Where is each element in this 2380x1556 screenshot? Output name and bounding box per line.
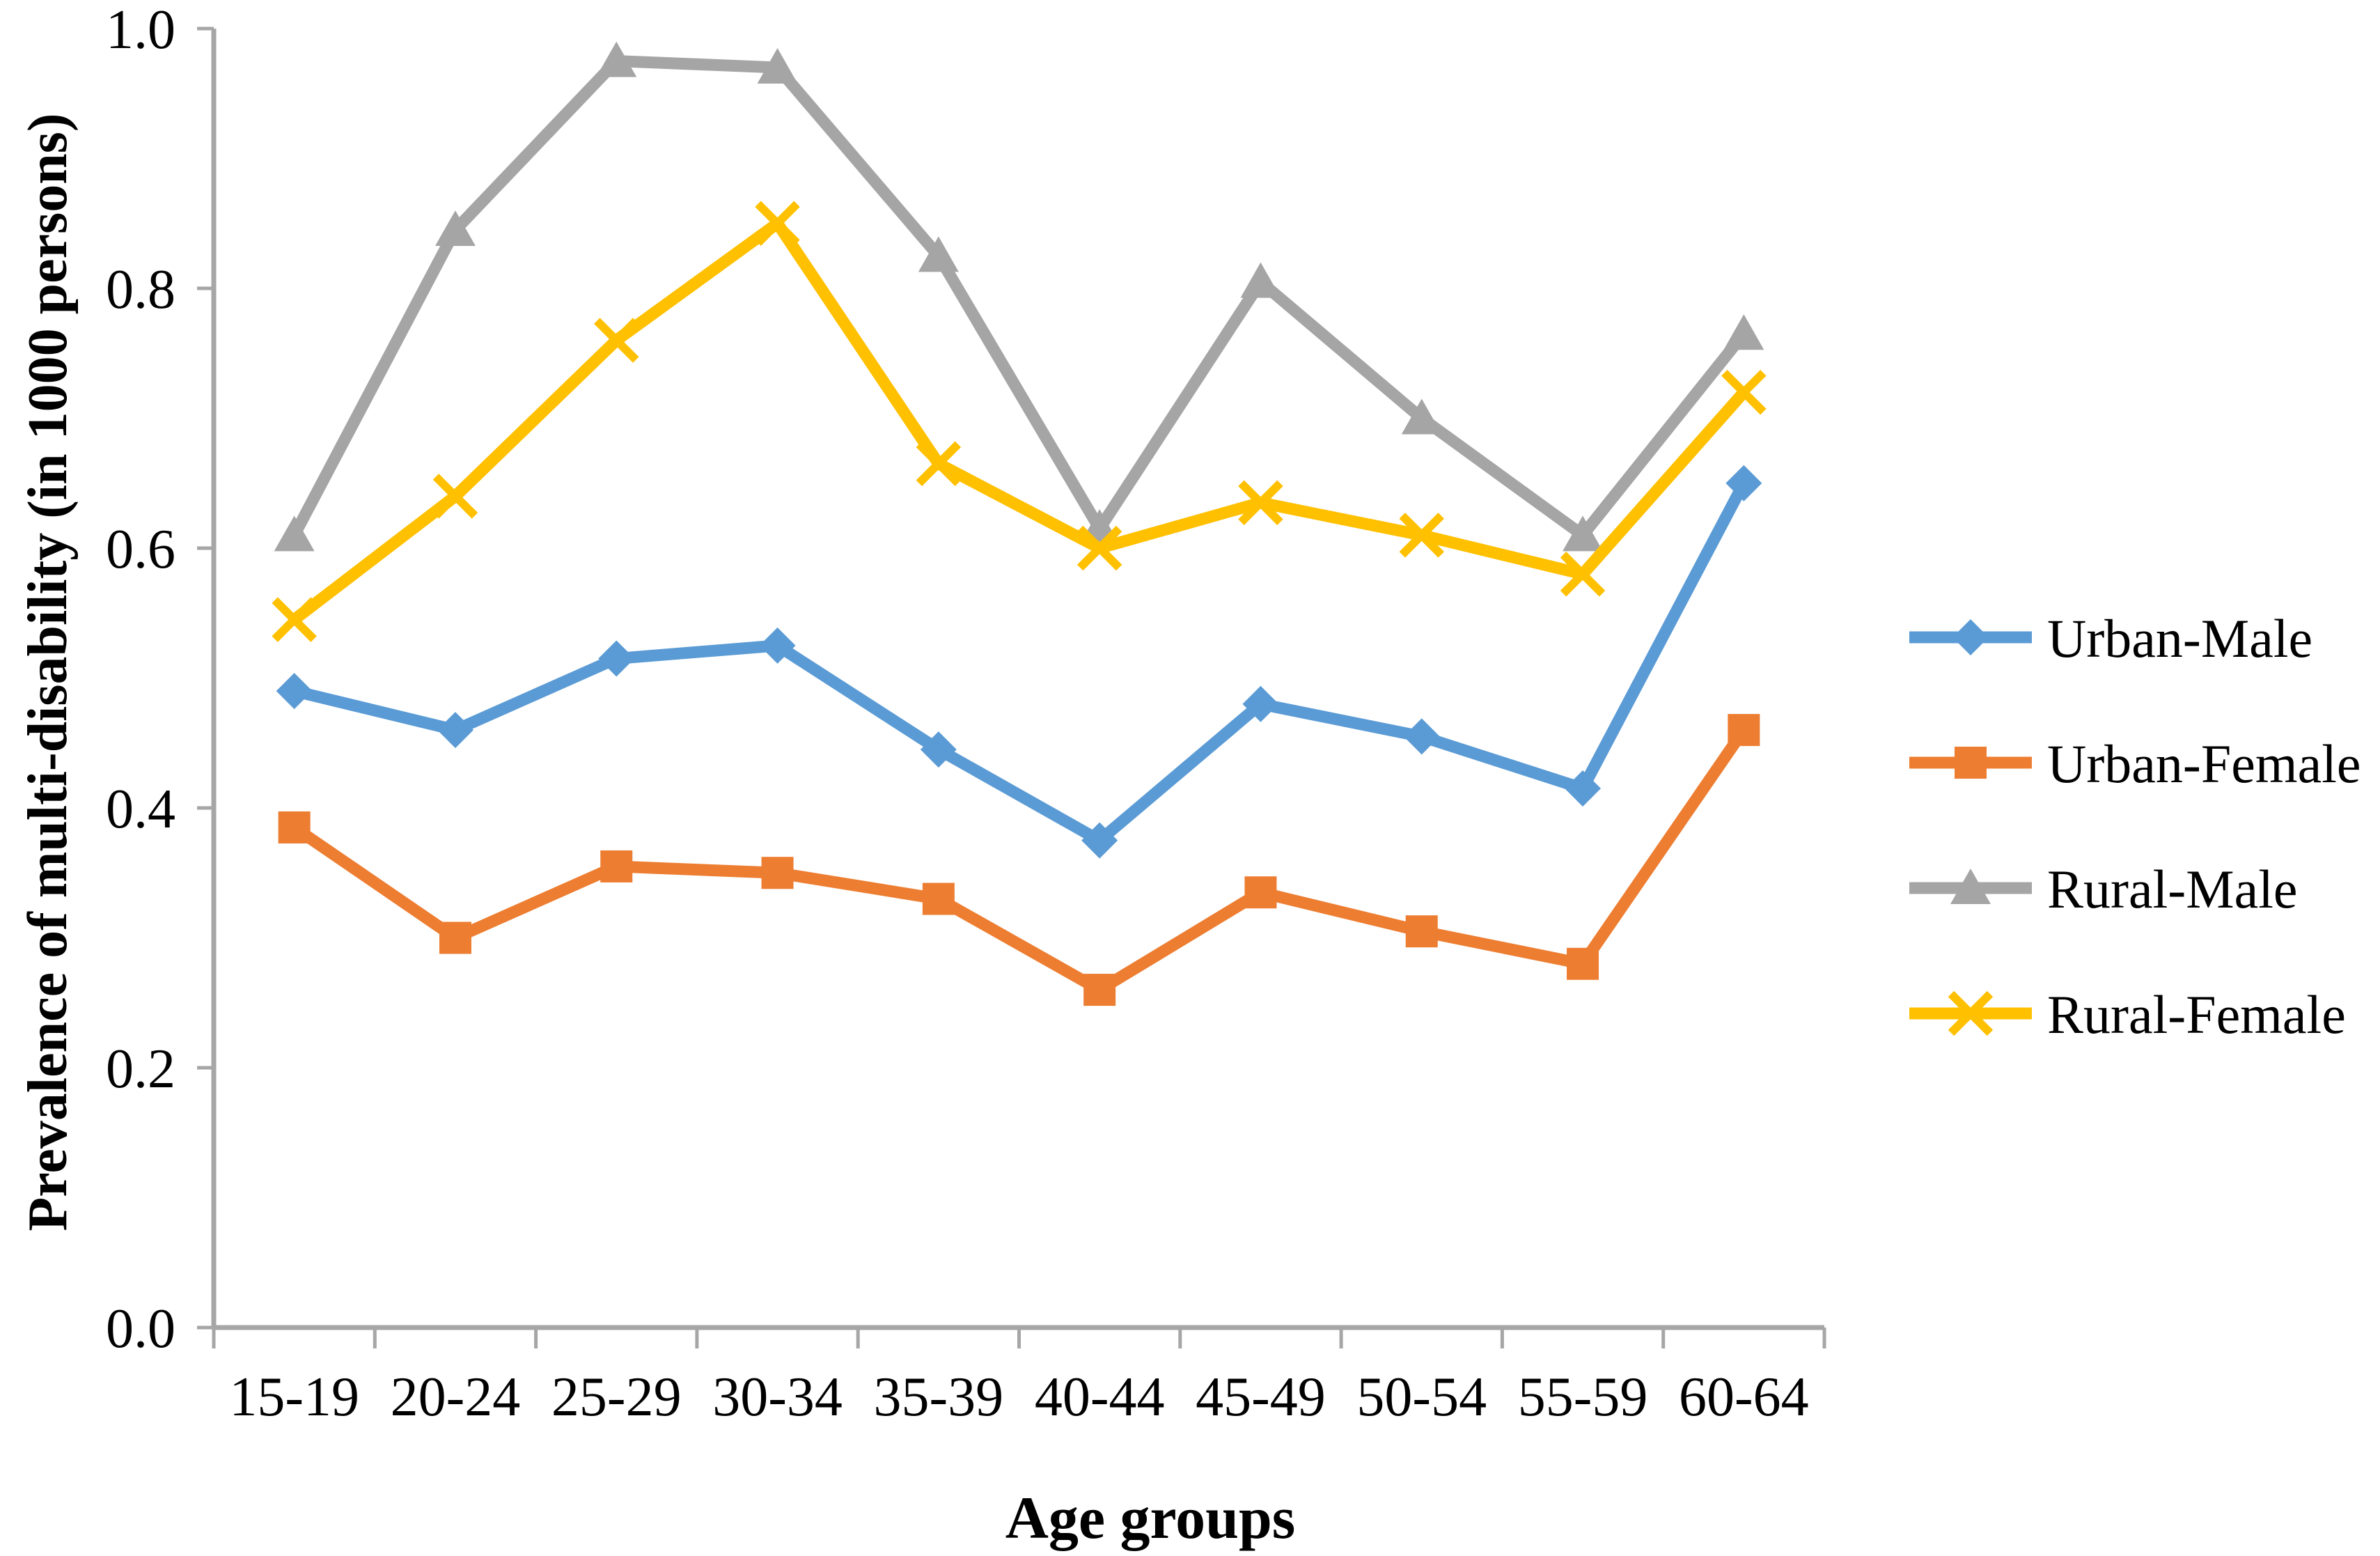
y-tick-label: 0.6 xyxy=(106,519,175,580)
marker-rural-female-15-19 xyxy=(272,597,317,642)
marker-urban-male-55-59 xyxy=(1565,770,1602,807)
legend-item-urban-female: Urban-Female xyxy=(1909,733,2361,794)
marker-urban-male-20-24 xyxy=(437,712,473,749)
marker-rural-female-45-49 xyxy=(1238,480,1283,525)
legend-marker-square xyxy=(1955,747,1987,779)
marker-urban-male-15-19 xyxy=(276,673,313,710)
marker-urban-male-40-44 xyxy=(1081,822,1118,859)
series-rural-female xyxy=(272,201,1767,642)
marker-rural-female-35-39 xyxy=(916,441,962,487)
marker-urban-male-25-29 xyxy=(598,640,635,677)
marker-urban-female-50-54 xyxy=(1405,915,1438,948)
axes-layer xyxy=(197,26,1826,1348)
marker-urban-male-35-39 xyxy=(920,731,957,768)
marker-rural-male-25-29 xyxy=(596,41,637,77)
marker-urban-female-40-44 xyxy=(1083,974,1116,1006)
marker-urban-female-35-39 xyxy=(922,882,955,915)
series-line-urban-male xyxy=(292,480,1749,847)
series-urban-female xyxy=(278,714,1760,1006)
marker-urban-female-20-24 xyxy=(439,921,471,954)
marker-rural-female-30-34 xyxy=(755,201,800,246)
x-tick-label: 20-24 xyxy=(391,1367,521,1428)
legend-item-rural-female: Rural-Female xyxy=(1909,984,2346,1045)
y-tick-label: 1.0 xyxy=(106,0,175,61)
y-tick-label: 0.4 xyxy=(106,779,175,840)
x-tick-label: 30-34 xyxy=(712,1367,843,1428)
legend-layer: Urban-Male Urban-Female Rural-Male Rural-Fe… xyxy=(1909,608,2361,1045)
legend-label: Urban-Female xyxy=(2047,733,2361,794)
x-axis-title: Age groups xyxy=(1005,1484,1296,1551)
y-tick-label: 0.0 xyxy=(106,1298,175,1360)
marker-urban-female-60-64 xyxy=(1728,714,1760,747)
x-tick-label: 15-19 xyxy=(229,1367,359,1428)
x-tick-label: 55-59 xyxy=(1518,1367,1648,1428)
marker-rural-female-50-54 xyxy=(1399,513,1444,558)
x-tick-label: 35-39 xyxy=(874,1367,1004,1428)
x-tick-label: 40-44 xyxy=(1035,1367,1165,1428)
marker-rural-male-20-24 xyxy=(434,210,476,247)
marker-rural-male-50-54 xyxy=(1401,398,1442,435)
legend-label: Rural-Female xyxy=(2047,984,2346,1045)
marker-urban-male-45-49 xyxy=(1242,685,1279,722)
marker-rural-female-60-64 xyxy=(1721,369,1767,415)
legend-marker-x xyxy=(1948,990,1994,1036)
y-tick-label: 0.2 xyxy=(106,1038,175,1100)
series-rural-male xyxy=(274,41,1764,552)
marker-urban-male-50-54 xyxy=(1403,718,1440,755)
x-tick-label: 45-49 xyxy=(1196,1367,1326,1428)
marker-rural-male-55-59 xyxy=(1563,515,1604,552)
x-tick-label: 25-29 xyxy=(551,1367,682,1428)
marker-rural-male-45-49 xyxy=(1240,262,1281,298)
series-line-rural-male xyxy=(289,55,1748,541)
legend-label: Rural-Male xyxy=(2047,859,2298,919)
marker-rural-female-25-29 xyxy=(594,318,639,363)
legend-marker-triangle xyxy=(1950,869,1991,904)
tick-label-layer: 0.0 0.2 0.4 0.6 0.8 1.0 15-19 20-24 25-29 30-34 35… xyxy=(106,0,1809,1428)
series-line-urban-female xyxy=(290,726,1749,996)
marker-urban-female-25-29 xyxy=(600,850,633,882)
marker-urban-female-45-49 xyxy=(1244,876,1277,909)
x-tick-label: 50-54 xyxy=(1356,1367,1487,1428)
y-axis-title: Prevalence of multi-disability (in 1000 … xyxy=(17,113,79,1231)
marker-urban-female-15-19 xyxy=(278,811,311,843)
marker-urban-male-30-34 xyxy=(759,627,796,664)
series-urban-male xyxy=(276,465,1762,859)
marker-urban-female-55-59 xyxy=(1567,947,1599,980)
legend-marker-diamond xyxy=(1952,619,1989,655)
marker-rural-female-20-24 xyxy=(432,474,478,519)
marker-urban-male-60-64 xyxy=(1725,465,1762,501)
legend-item-urban-male: Urban-Male xyxy=(1909,608,2312,669)
series-line-rural-female xyxy=(290,217,1748,625)
marker-rural-female-55-59 xyxy=(1560,552,1606,597)
marker-rural-female-40-44 xyxy=(1077,525,1122,571)
marker-rural-male-35-39 xyxy=(918,236,959,272)
marker-rural-male-15-19 xyxy=(274,515,315,552)
legend-item-rural-male: Rural-Male xyxy=(1909,859,2298,919)
marker-rural-male-60-64 xyxy=(1723,314,1764,350)
marker-rural-male-30-34 xyxy=(757,47,798,84)
marker-urban-female-30-34 xyxy=(761,857,794,889)
series-layer xyxy=(272,41,1767,1006)
x-tick-label: 60-64 xyxy=(1679,1367,1809,1428)
y-tick-label: 0.8 xyxy=(106,259,175,320)
legend-label: Urban-Male xyxy=(2047,608,2312,669)
